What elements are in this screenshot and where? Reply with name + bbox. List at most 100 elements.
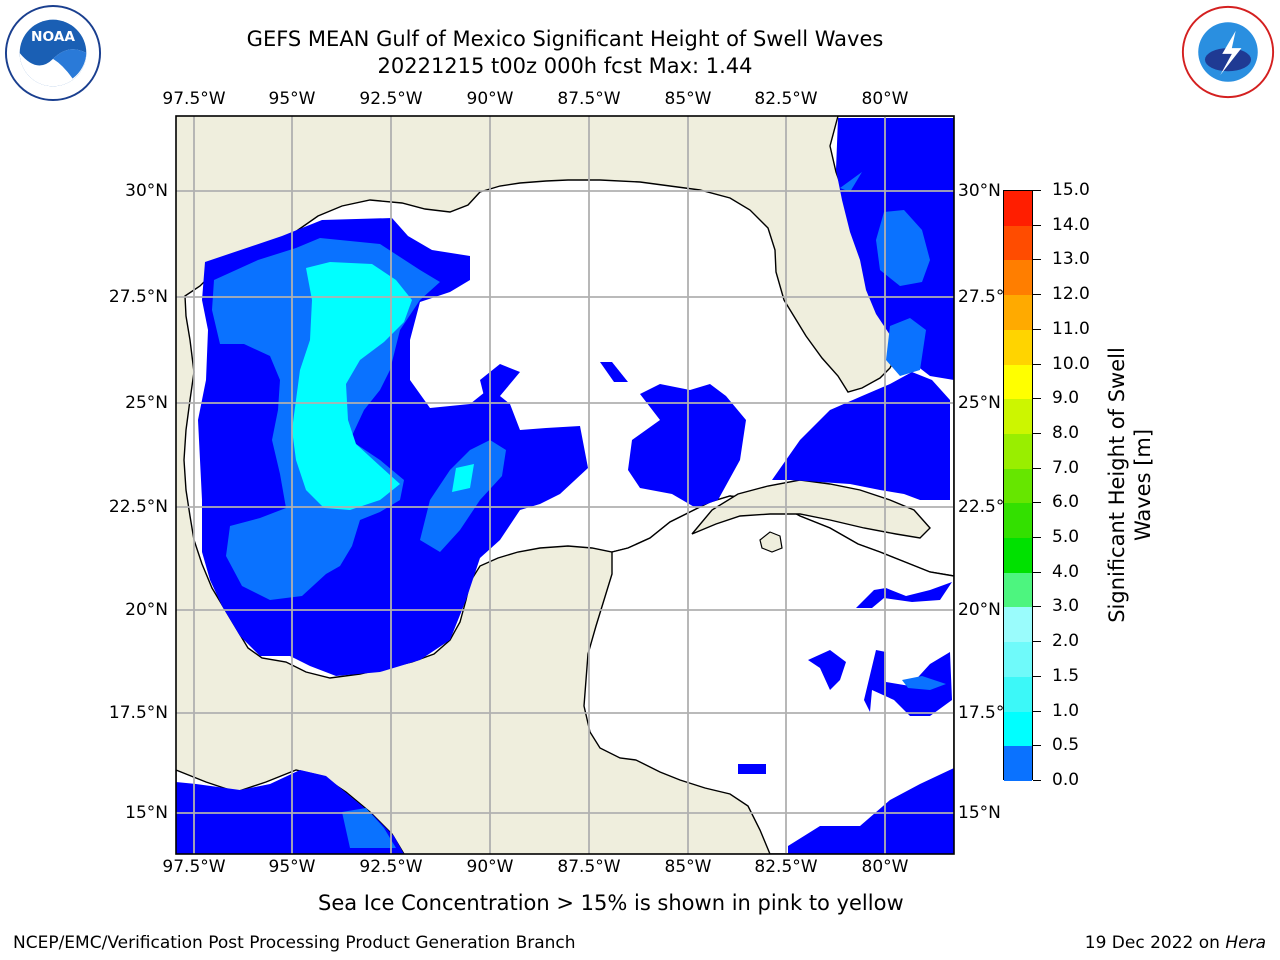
lat-label-right: 15°N [958,803,1001,823]
lat-label-left: 22.5°N [108,497,168,517]
lon-label-bottom: 90°W [466,857,514,877]
lat-label-left: 27.5°N [108,287,168,307]
colorbar-segment [1004,711,1032,747]
colorbar-tick [1033,224,1041,226]
sea-ice-note: Sea Ice Concentration > 15% is shown in … [318,891,904,915]
colorbar-tick-label: 7.0 [1052,457,1080,478]
colorbar-tick-label: 3.0 [1052,596,1080,617]
swell-shading-high [292,262,474,510]
colorbar-segment [1004,538,1032,573]
lat-label-right: 22.5°N [958,497,1018,517]
lat-label-left: 17.5°N [108,703,168,723]
colorbar-tick [1033,190,1041,191]
colorbar-tick [1033,745,1041,747]
colorbar-tick-label: 2.0 [1052,631,1080,652]
lon-label-top: 95°W [268,89,316,109]
colorbar-tick-label: 0.5 [1052,735,1080,756]
lon-label-bottom: 97.5°W [162,857,226,877]
lat-label-right: 30°N [958,181,1001,201]
colorbar-segment [1004,295,1032,330]
colorbar-tick [1033,363,1041,365]
colorbar-segment [1004,503,1032,539]
grid-lines [176,116,954,854]
noaa-logo: NOAA [4,4,102,102]
colorbar-tick [1033,502,1041,504]
chart-subtitle: 20221215 t00z 000h fcst Max: 1.44 [377,54,753,78]
colorbar-segment [1004,364,1032,400]
colorbar-segment [1004,399,1032,434]
colorbar-segment [1004,260,1032,296]
colorbar-tick [1033,328,1041,330]
lon-label-top: 97.5°W [162,89,226,109]
lon-label-bottom: 80°W [861,857,909,877]
colorbar-tick [1033,641,1041,643]
lon-label-bottom: 85°W [664,857,712,877]
chart-title: GEFS MEAN Gulf of Mexico Significant Hei… [246,27,884,51]
lat-label-right: 17.5°N [958,703,1018,723]
lon-label-top: 90°W [466,89,514,109]
colorbar-segment [1004,329,1032,365]
lat-label-left: 15°N [125,803,168,823]
colorbar-tick-label: 6.0 [1052,492,1080,513]
colorbar-segment [1004,642,1032,677]
colorbar-segment [1004,433,1032,469]
colorbar-tick-label: 11.0 [1052,318,1090,339]
colorbar-tick-label: 4.0 [1052,561,1080,582]
lon-label-top: 80°W [861,89,909,109]
footer-date-text: 19 Dec 2022 on [1084,933,1226,953]
map-frame [175,115,955,855]
colorbar-tick-label: 1.5 [1052,665,1080,686]
colorbar-label: Significant Height of Swell Waves [m] [1104,347,1156,623]
colorbar-tick [1033,571,1041,573]
colorbar-segment [1004,607,1032,643]
colorbar-tick [1033,294,1041,296]
colorbar-tick [1033,432,1041,434]
colorbar-segment [1004,572,1032,608]
colorbar-tick-label: 14.0 [1052,214,1090,235]
colorbar-label-line2: Waves [m] [1131,428,1155,542]
lon-label-bottom: 87.5°W [557,857,621,877]
lon-label-top: 82.5°W [754,89,818,109]
lon-label-bottom: 95°W [268,857,316,877]
isle-of-youth [759,531,783,553]
colorbar-tick-label: 13.0 [1052,249,1090,270]
colorbar-tick [1033,537,1041,539]
colorbar-tick-label: 8.0 [1052,422,1080,443]
lat-label-left: 25°N [125,393,168,413]
colorbar-tick-label: 9.0 [1052,388,1080,409]
colorbar-tick-label: 12.0 [1052,284,1090,305]
colorbar-tick-label: 10.0 [1052,353,1090,374]
svg-text:NOAA: NOAA [31,29,75,45]
colorbar-tick-label: 1.0 [1052,700,1080,721]
lat-label-left: 20°N [125,600,168,620]
lat-label-right: 20°N [958,600,1001,620]
colorbar-tick [1033,780,1041,781]
lon-label-top: 85°W [664,89,712,109]
colorbar [1003,190,1033,781]
colorbar-tick-label: 15.0 [1052,180,1090,200]
colorbar-tick-label: 5.0 [1052,527,1080,548]
colorbar-segment [1004,468,1032,504]
lon-label-bottom: 82.5°W [754,857,818,877]
footer-credit: NCEP/EMC/Verification Post Processing Pr… [13,933,576,953]
footer-date: 19 Dec 2022 on Hera [1085,933,1266,953]
lon-label-top: 92.5°W [359,89,423,109]
lon-label-bottom: 92.5°W [359,857,423,877]
colorbar-tick [1033,259,1041,261]
colorbar-segment [1004,676,1032,712]
colorbar-segment [1004,191,1032,226]
colorbar-segment [1004,225,1032,261]
colorbar-tick [1033,606,1041,608]
lat-label-right: 27.5°N [958,287,1018,307]
colorbar-segment [1004,746,1032,781]
colorbar-tick [1033,467,1041,469]
lat-label-right: 25°N [958,393,1001,413]
colorbar-tick [1033,398,1041,400]
colorbar-tick [1033,675,1041,677]
lon-label-top: 87.5°W [557,89,621,109]
lat-label-left: 30°N [125,181,168,201]
colorbar-tick-label: 0.0 [1052,770,1080,790]
colorbar-label-line1: Significant Height of Swell [1105,347,1129,623]
caribbean-water [583,495,954,854]
